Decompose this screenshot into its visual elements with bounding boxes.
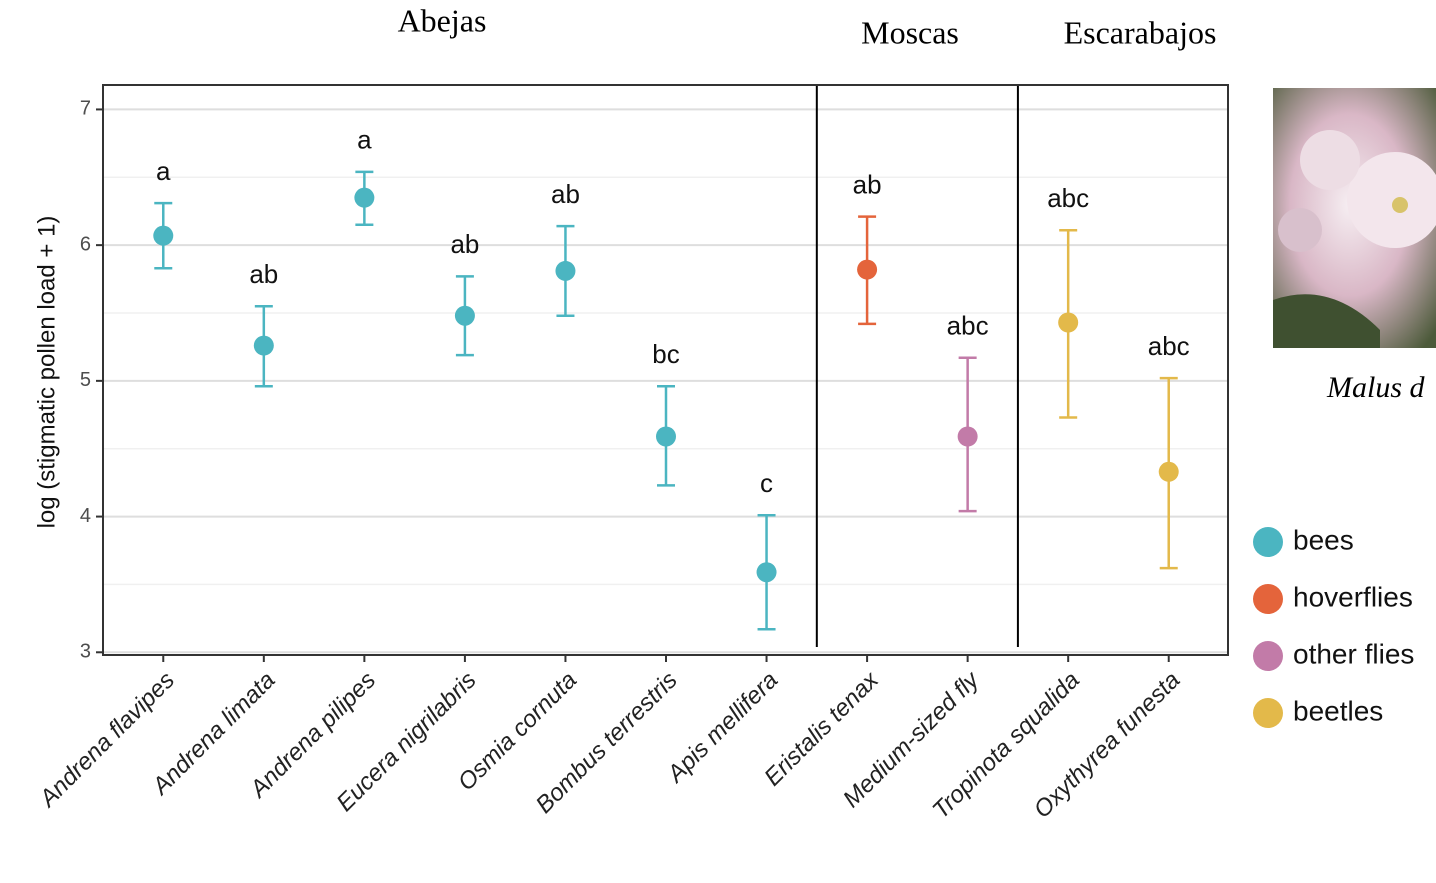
group-label: Abejas — [398, 2, 487, 38]
group-letter: bc — [652, 339, 679, 369]
y-tick-label: 5 — [80, 369, 91, 391]
group-label: Escarabajos — [1064, 14, 1217, 50]
point — [1058, 313, 1078, 333]
point — [555, 261, 575, 281]
legend-swatch — [1253, 698, 1283, 728]
group-letter: ab — [853, 170, 882, 200]
photo — [1273, 88, 1436, 348]
point — [1159, 462, 1179, 482]
point — [857, 260, 877, 280]
point — [958, 427, 978, 447]
image-caption: Malus d — [1326, 371, 1426, 404]
legend-swatch — [1253, 584, 1283, 614]
plot-background — [103, 85, 1228, 655]
point — [153, 226, 173, 246]
group-letter: abc — [1148, 331, 1190, 361]
point — [354, 188, 374, 208]
point — [455, 306, 475, 326]
legend-swatch — [1253, 641, 1283, 671]
y-tick-label: 7 — [80, 98, 91, 120]
group-letter: ab — [249, 259, 278, 289]
group-letter: a — [357, 125, 372, 155]
legend-label: bees — [1293, 524, 1354, 555]
legend-label: hoverflies — [1293, 581, 1413, 612]
legend-label: other flies — [1293, 638, 1414, 669]
group-letter: abc — [1047, 183, 1089, 213]
group-label: Moscas — [861, 14, 959, 50]
group-letter: a — [156, 156, 171, 186]
group-letter: c — [760, 468, 773, 498]
y-tick-label: 4 — [80, 505, 91, 527]
y-axis-label: log (stigmatic pollen load + 1) — [33, 216, 60, 529]
group-letter: abc — [947, 311, 989, 341]
chart: Abejas Moscas Escarabajos Malus d log (s… — [0, 0, 1436, 878]
point — [757, 562, 777, 582]
group-letter: ab — [450, 229, 479, 259]
point — [656, 427, 676, 447]
group-letter: ab — [551, 179, 580, 209]
point — [254, 336, 274, 356]
legend-label: beetles — [1293, 695, 1383, 726]
y-tick-label: 3 — [80, 641, 91, 663]
legend-swatch — [1253, 527, 1283, 557]
y-tick-label: 6 — [80, 233, 91, 255]
page: Abejas Moscas Escarabajos Malus d log (s… — [0, 0, 1436, 878]
